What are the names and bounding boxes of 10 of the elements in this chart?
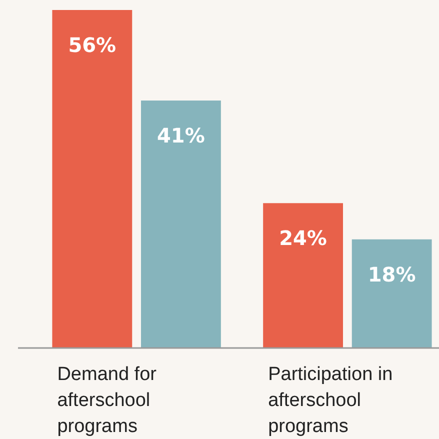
bar [141, 100, 221, 348]
x-tick-label: Participation in afterschool programs [268, 364, 393, 437]
data-label: 56% [68, 33, 116, 57]
bar [352, 239, 432, 348]
bar [52, 10, 132, 348]
x-tick-label: Demand for afterschool programs [57, 364, 158, 437]
data-label: 24% [279, 226, 327, 250]
data-label: 41% [157, 124, 205, 148]
bar [263, 203, 343, 348]
data-label: 18% [368, 262, 416, 286]
